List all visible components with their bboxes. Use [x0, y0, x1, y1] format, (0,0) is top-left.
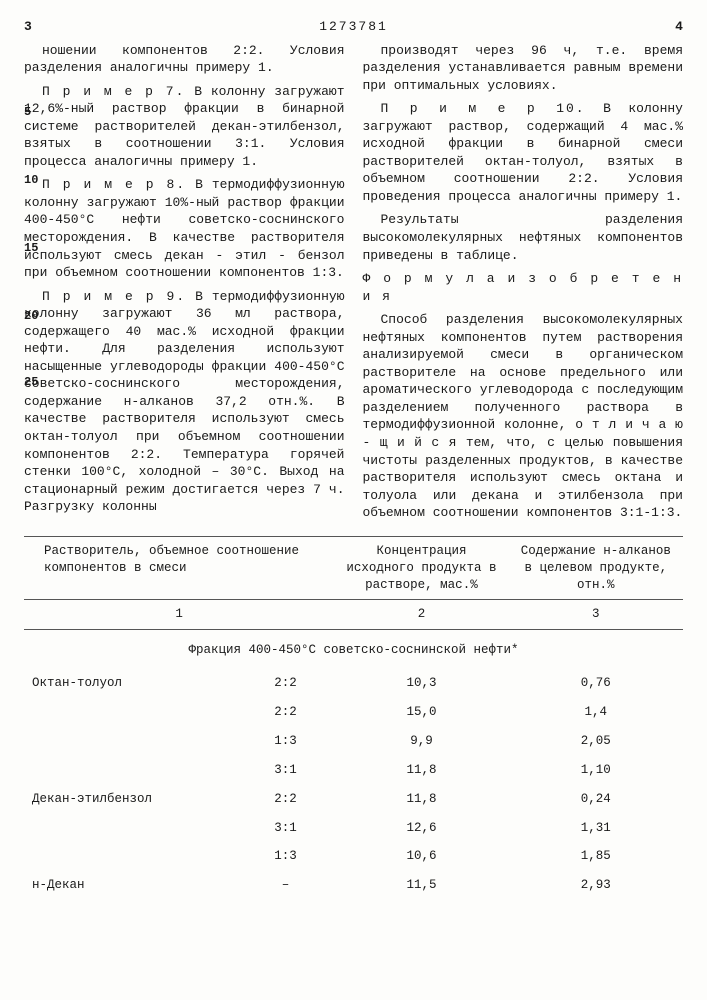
table-row: 2:215,01,4 [24, 698, 683, 727]
cell-content: 0,76 [509, 669, 683, 698]
col-num: 1 [24, 600, 334, 630]
table-row: н-Декан–11,52,93 [24, 871, 683, 900]
cell-solvent [24, 698, 237, 727]
cell-content: 2,93 [509, 871, 683, 900]
cell-content: 1,85 [509, 842, 683, 871]
right-column: производят через 96 ч, т.е. время раздел… [363, 42, 684, 528]
table-numrow: 1 2 3 [24, 600, 683, 630]
cell-content: 1,4 [509, 698, 683, 727]
body-columns: ношении компонентов 2:2. Условия разделе… [24, 42, 683, 528]
cell-content: 1,31 [509, 814, 683, 843]
col-header: Концентрация исходного продукта в раство… [334, 536, 508, 600]
paragraph: производят через 96 ч, т.е. время раздел… [363, 42, 684, 95]
cell-conc: 11,8 [334, 785, 508, 814]
cell-solvent: Декан-этилбензол [24, 785, 237, 814]
cell-solvent: н-Декан [24, 871, 237, 900]
line-marker: 15 [24, 240, 38, 256]
page-header: 3 1273781 4 [24, 18, 683, 36]
line-marker: 25 [24, 374, 38, 390]
cell-conc: 10,6 [334, 842, 508, 871]
cell-ratio: – [237, 871, 334, 900]
left-column: ношении компонентов 2:2. Условия разделе… [24, 42, 345, 528]
cell-ratio: 2:2 [237, 785, 334, 814]
cell-ratio: 2:2 [237, 669, 334, 698]
table-body: Фракция 400-450°С советско-соснинской не… [24, 630, 683, 900]
cell-ratio: 3:1 [237, 814, 334, 843]
cell-ratio: 1:3 [237, 842, 334, 871]
example-label: П р и м е р 8. [42, 177, 186, 192]
cell-content: 0,24 [509, 785, 683, 814]
table-header-row: Растворитель, объемное соотношение компо… [24, 536, 683, 600]
table-row: 1:310,61,85 [24, 842, 683, 871]
col-num: 3 [509, 600, 683, 630]
cell-content: 1,10 [509, 756, 683, 785]
cell-solvent: Октан-толуол [24, 669, 237, 698]
cell-ratio: 1:3 [237, 727, 334, 756]
line-marker: 5 [24, 104, 31, 120]
paragraph: Результаты разделения высокомолекулярных… [363, 211, 684, 264]
cell-solvent [24, 814, 237, 843]
page-num-left: 3 [24, 18, 32, 36]
table-section-row: Фракция 400-450°С советско-соснинской не… [24, 630, 683, 669]
body-columns-wrap: 5 10 15 20 25 ношении компонентов 2:2. У… [24, 42, 683, 528]
col-num: 2 [334, 600, 508, 630]
table-row: 1:39,92,05 [24, 727, 683, 756]
table-row: 3:111,81,10 [24, 756, 683, 785]
table-row: Октан-толуол2:210,30,76 [24, 669, 683, 698]
formula-heading: Ф о р м у л а и з о б р е т е н и я [363, 270, 684, 305]
cell-solvent [24, 727, 237, 756]
cell-conc: 15,0 [334, 698, 508, 727]
col-header: Содержание н-алканов в целевом продукте,… [509, 536, 683, 600]
col-header: Растворитель, объемное соотношение компо… [24, 536, 334, 600]
paragraph: Способ разделения высокомолекулярных неф… [363, 311, 684, 522]
results-table: Растворитель, объемное соотношение компо… [24, 536, 683, 900]
cell-conc: 11,8 [334, 756, 508, 785]
paragraph: П р и м е р 10. В колонну загружают раст… [363, 100, 684, 205]
line-marker: 10 [24, 172, 38, 188]
cell-solvent [24, 756, 237, 785]
cell-conc: 12,6 [334, 814, 508, 843]
cell-conc: 9,9 [334, 727, 508, 756]
page-num-right: 4 [675, 18, 683, 36]
paragraph: П р и м е р 8. В термодиффузионную колон… [24, 176, 345, 281]
cell-conc: 11,5 [334, 871, 508, 900]
section-title: Фракция 400-450°С советско-соснинской не… [24, 630, 683, 669]
cell-conc: 10,3 [334, 669, 508, 698]
cell-solvent [24, 842, 237, 871]
table-row: Декан-этилбензол2:211,80,24 [24, 785, 683, 814]
cell-ratio: 3:1 [237, 756, 334, 785]
paragraph: П р и м е р 7. В колонну загружают 12,6%… [24, 83, 345, 171]
paragraph: ношении компонентов 2:2. Условия разделе… [24, 42, 345, 77]
cell-ratio: 2:2 [237, 698, 334, 727]
example-label: П р и м е р 7. [42, 84, 185, 99]
cell-content: 2,05 [509, 727, 683, 756]
example-label: П р и м е р 9. [42, 289, 186, 304]
line-marker: 20 [24, 308, 38, 324]
paragraph: П р и м е р 9. В термодиффузионную колон… [24, 288, 345, 516]
table-row: 3:112,61,31 [24, 814, 683, 843]
example-label: П р и м е р 10. [381, 101, 586, 116]
document-id: 1273781 [319, 18, 388, 36]
